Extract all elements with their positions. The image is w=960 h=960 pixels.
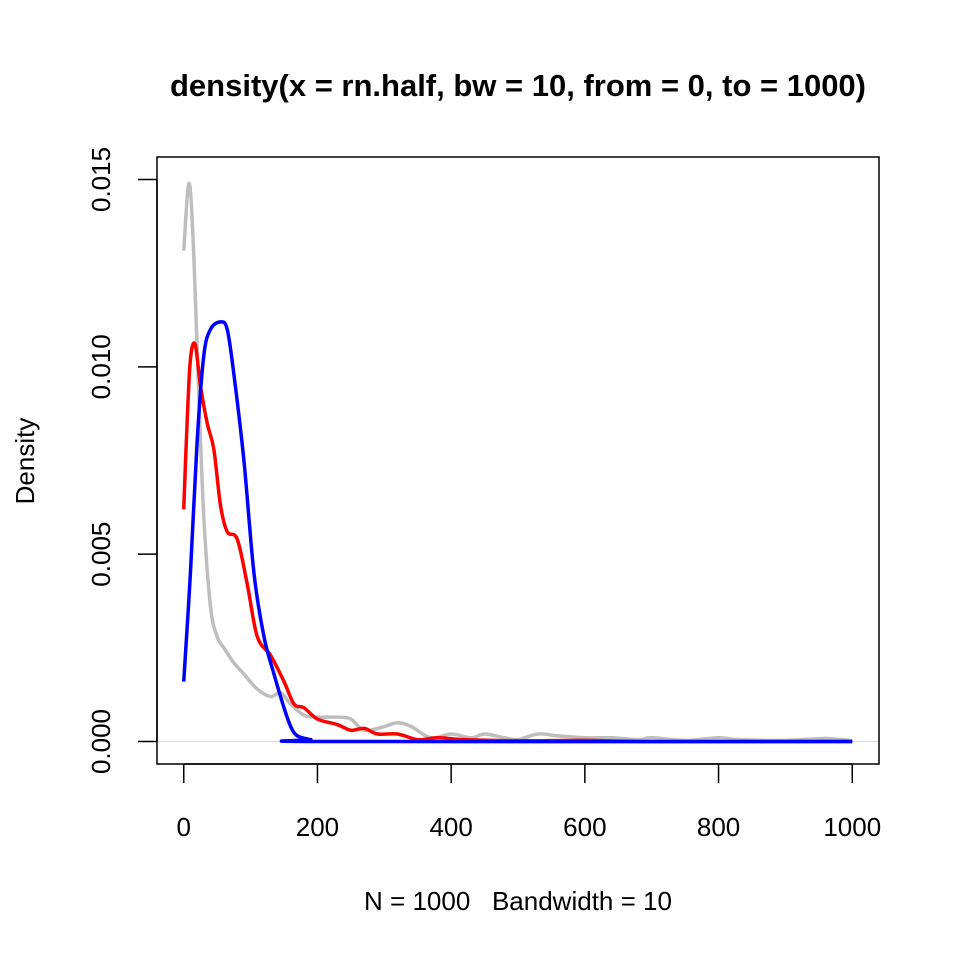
chart-title: density(x = rn.half, bw = 10, from = 0, … [170,68,866,103]
series-line-red [181,341,853,744]
x-tick-label: 800 [697,812,740,842]
series-line-blue [181,320,853,744]
y-tick-label: 0.015 [86,147,116,212]
y-axis-label: Density [10,418,40,505]
y-tick-label: 0.000 [86,709,116,774]
x-tick-label: 200 [296,812,339,842]
x-tick-label: 1000 [823,812,881,842]
y-tick-label: 0.005 [86,522,116,587]
series-line-gray [181,181,853,743]
x-tick-label: 0 [177,812,191,842]
series-lines [181,181,853,744]
y-axis: 0.000 0.005 0.010 0.015 [86,147,158,774]
x-tick-label: 600 [563,812,606,842]
x-axis-label: N = 1000 Bandwidth = 10 [364,886,672,916]
x-tick-label: 400 [429,812,472,842]
x-axis: 0 200 400 600 800 1000 [177,763,881,842]
plot-box [156,156,880,765]
y-tick-label: 0.010 [86,334,116,399]
